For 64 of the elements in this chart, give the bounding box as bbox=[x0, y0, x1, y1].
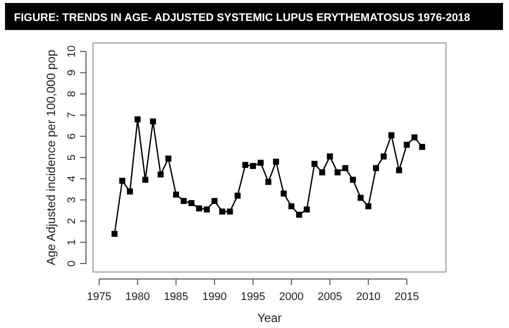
point bbox=[404, 142, 410, 148]
y-tick-label: 9 bbox=[66, 70, 78, 76]
chart-title: FIGURE: TRENDS IN AGE- ADJUSTED SYSTEMIC LUPUS ERYTHEMATOSUS 1976-2018 bbox=[14, 12, 470, 24]
point bbox=[342, 165, 348, 172]
point bbox=[350, 176, 356, 183]
point bbox=[304, 206, 310, 212]
x-tick-label: 1995 bbox=[240, 291, 266, 303]
y-tick-label: 4 bbox=[66, 176, 78, 182]
y-tick-label: 3 bbox=[66, 196, 78, 203]
point bbox=[134, 116, 141, 122]
y-tick-label: 1 bbox=[66, 239, 78, 246]
point bbox=[180, 198, 187, 204]
point bbox=[165, 156, 172, 162]
point bbox=[358, 194, 364, 201]
point bbox=[258, 160, 264, 166]
point bbox=[242, 162, 248, 168]
point bbox=[126, 188, 133, 194]
x-axis-title: Year bbox=[257, 311, 282, 325]
y-tick-label: 10 bbox=[66, 45, 78, 58]
point bbox=[188, 200, 194, 206]
point bbox=[234, 192, 241, 199]
point bbox=[212, 198, 218, 204]
y-tick-label: 0 bbox=[66, 260, 78, 267]
y-tick-label: 8 bbox=[66, 90, 78, 97]
x-tick-label: 1990 bbox=[202, 291, 227, 303]
point bbox=[219, 208, 226, 215]
point bbox=[142, 176, 148, 183]
y-tick-label: 7 bbox=[66, 112, 78, 118]
point bbox=[273, 158, 280, 165]
point bbox=[280, 190, 287, 197]
x-tick-label: 2005 bbox=[318, 291, 342, 303]
point bbox=[119, 178, 126, 184]
x-tick-label: 2010 bbox=[356, 291, 381, 303]
point bbox=[334, 169, 341, 176]
y-axis-title: Age Adjusted incidence per 100,000 pop bbox=[44, 49, 58, 266]
point bbox=[226, 208, 233, 215]
point bbox=[419, 144, 426, 150]
point bbox=[326, 153, 333, 160]
point bbox=[265, 178, 272, 185]
x-tick-label: 2000 bbox=[279, 291, 304, 303]
point bbox=[204, 206, 210, 212]
point bbox=[150, 118, 156, 124]
point bbox=[319, 169, 326, 176]
point bbox=[380, 153, 387, 160]
y-tick-label: 6 bbox=[66, 133, 78, 140]
point bbox=[112, 230, 118, 237]
y-tick-label: 5 bbox=[66, 154, 78, 161]
point bbox=[411, 134, 418, 140]
x-tick-label: 1985 bbox=[164, 291, 188, 303]
x-tick-label: 1980 bbox=[125, 291, 150, 303]
point bbox=[158, 171, 164, 178]
point bbox=[296, 212, 302, 218]
point bbox=[173, 192, 180, 198]
x-tick-label: 1975 bbox=[86, 291, 112, 303]
point bbox=[373, 165, 380, 172]
point bbox=[396, 167, 402, 174]
x-tick-label: 2015 bbox=[394, 291, 420, 303]
point bbox=[311, 160, 318, 167]
y-tick-label: 2 bbox=[66, 218, 78, 224]
point bbox=[196, 205, 202, 212]
point bbox=[288, 203, 294, 210]
point bbox=[365, 203, 372, 210]
point bbox=[388, 132, 394, 138]
point bbox=[250, 162, 256, 169]
